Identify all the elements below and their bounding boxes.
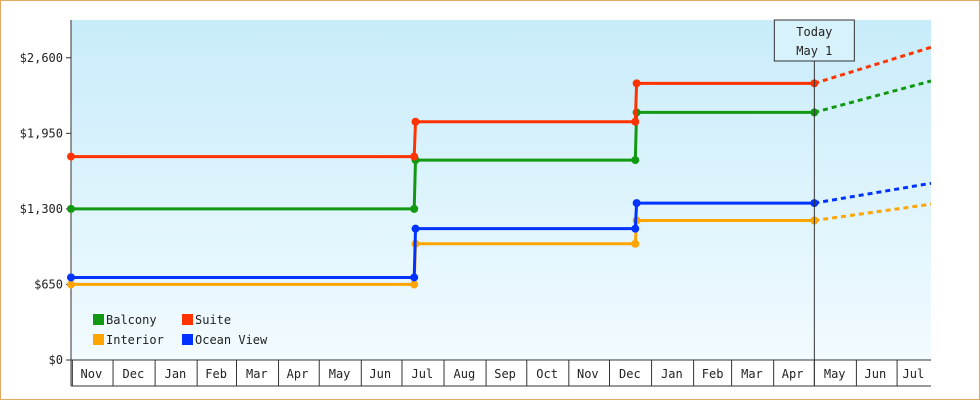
- data-point: [631, 239, 640, 248]
- series-line: [71, 81, 815, 159]
- plot-background: [71, 20, 931, 360]
- y-tick-label: $2,600: [20, 51, 63, 65]
- data-point: [632, 79, 641, 88]
- x-tick-label: Apr: [782, 367, 804, 381]
- data-point: [410, 280, 419, 289]
- x-tick-label: Jan: [661, 367, 683, 381]
- today-date: May 1: [796, 44, 832, 58]
- data-point: [632, 199, 641, 208]
- x-tick-label: Apr: [287, 367, 309, 381]
- x-tick-label: Jul: [411, 367, 433, 381]
- legend-label: Suite: [195, 313, 231, 327]
- data-point: [631, 156, 640, 165]
- x-tick-label: Mar: [246, 367, 268, 381]
- x-tick-label: Nov: [81, 367, 103, 381]
- series-interior: [67, 202, 932, 289]
- legend-swatch: [182, 314, 193, 325]
- legend-label: Ocean View: [195, 333, 268, 347]
- x-tick-label: Oct: [536, 367, 558, 381]
- series-projection-line: [813, 45, 932, 85]
- data-point: [631, 224, 640, 233]
- series-projection-line: [814, 181, 932, 205]
- x-tick-label: Aug: [454, 367, 476, 381]
- legend-label: Interior: [106, 333, 164, 347]
- legend-swatch: [93, 314, 104, 325]
- x-tick-label: May: [329, 367, 351, 381]
- series-line: [71, 219, 815, 286]
- data-point: [67, 280, 75, 289]
- legend-swatch: [182, 334, 193, 345]
- legend-swatch: [93, 334, 104, 345]
- data-point: [411, 224, 420, 233]
- data-point: [411, 117, 420, 126]
- data-point: [410, 204, 419, 213]
- data-point: [410, 273, 419, 282]
- series-projection-line: [813, 79, 932, 114]
- y-tick-label: $1,300: [20, 202, 63, 216]
- y-tick-label: $650: [34, 277, 63, 291]
- y-tick-label: $0: [49, 353, 63, 367]
- series-suite: [67, 45, 932, 161]
- series-projection-line: [814, 202, 932, 222]
- x-tick-label: Feb: [205, 367, 227, 381]
- today-box: [773, 19, 855, 62]
- data-point: [67, 152, 75, 161]
- x-tick-label: Feb: [702, 367, 724, 381]
- series-line: [71, 110, 815, 211]
- data-point: [67, 273, 75, 282]
- x-tick-label: May: [824, 367, 846, 381]
- x-tick-label: Dec: [619, 367, 641, 381]
- series-ocean-view: [67, 181, 932, 282]
- legend-label: Balcony: [106, 313, 157, 327]
- x-tick-label: Nov: [577, 367, 599, 381]
- x-tick-label: Jul: [903, 367, 925, 381]
- data-point: [67, 204, 75, 213]
- x-tick-label: Jan: [165, 367, 187, 381]
- data-point: [410, 152, 419, 161]
- x-tick-label: Sep: [494, 367, 516, 381]
- x-tick-label: Dec: [123, 367, 145, 381]
- x-tick-label: Jun: [369, 367, 391, 381]
- today-label: Today: [796, 25, 832, 39]
- x-tick-label: Jun: [865, 367, 887, 381]
- data-point: [631, 117, 640, 126]
- x-tick-label: Mar: [741, 367, 763, 381]
- y-tick-label: $1,950: [20, 126, 63, 140]
- series-line: [71, 201, 815, 279]
